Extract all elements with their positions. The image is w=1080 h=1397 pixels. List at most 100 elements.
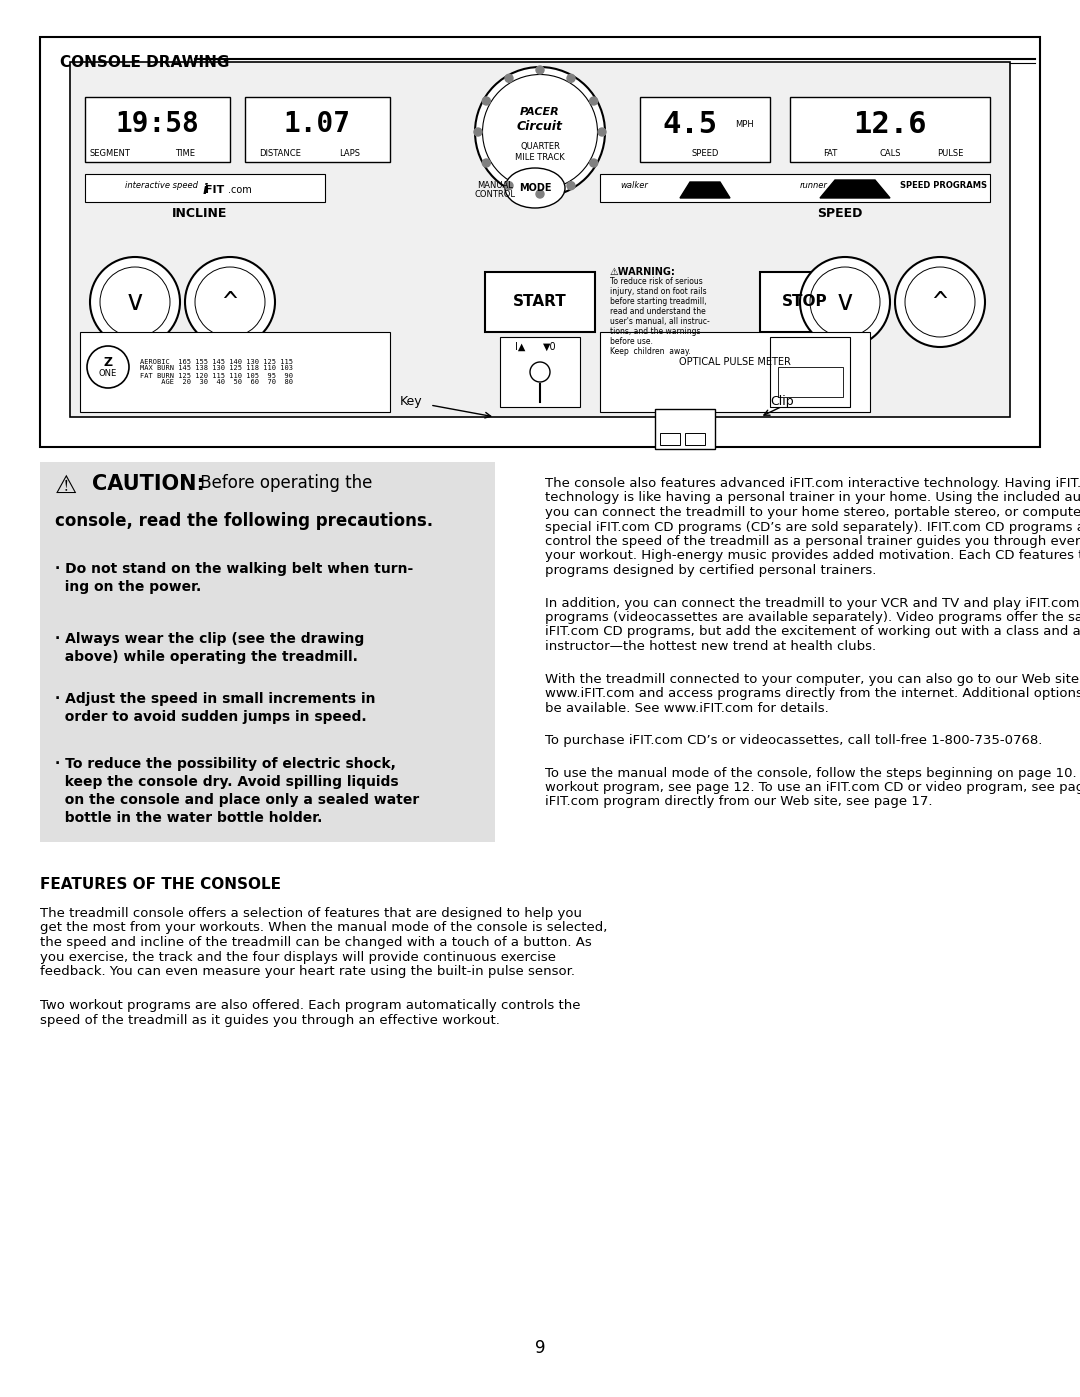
Ellipse shape <box>185 257 275 346</box>
Text: get the most from your workouts. When the manual mode of the console is selected: get the most from your workouts. When th… <box>40 922 607 935</box>
Text: on the console and place only a sealed water: on the console and place only a sealed w… <box>55 793 419 807</box>
Text: read and understand the: read and understand the <box>610 307 705 316</box>
Text: user's manual, all instruc-: user's manual, all instruc- <box>610 317 710 326</box>
Text: I▲: I▲ <box>515 342 525 352</box>
Bar <box>70 61 1010 416</box>
Text: be available. See www.iFIT.com for details.: be available. See www.iFIT.com for detai… <box>545 701 828 714</box>
Text: FIT: FIT <box>205 184 225 196</box>
Circle shape <box>536 190 544 198</box>
Text: ing on the power.: ing on the power. <box>55 580 201 594</box>
Circle shape <box>505 74 513 82</box>
Text: · Do not stand on the walking belt when turn-: · Do not stand on the walking belt when … <box>55 562 414 576</box>
Bar <box>778 367 843 397</box>
Text: 1.07: 1.07 <box>284 110 351 138</box>
Text: technology is like having a personal trainer in your home. Using the included au: technology is like having a personal tra… <box>545 492 1080 504</box>
Text: before use.: before use. <box>610 337 653 346</box>
Text: To use the manual mode of the console, follow the steps beginning on page 10. To: To use the manual mode of the console, f… <box>545 767 1080 780</box>
Text: feedback. You can even measure your heart rate using the built-in pulse sensor.: feedback. You can even measure your hear… <box>40 965 575 978</box>
Circle shape <box>505 182 513 190</box>
Text: v: v <box>837 288 853 316</box>
Circle shape <box>590 159 597 168</box>
Text: ⚠WARNING:: ⚠WARNING: <box>610 267 676 277</box>
Text: keep the console dry. Avoid spilling liquids: keep the console dry. Avoid spilling liq… <box>55 775 399 789</box>
Polygon shape <box>680 182 730 198</box>
Polygon shape <box>820 180 890 198</box>
Text: injury, stand on foot rails: injury, stand on foot rails <box>610 286 706 296</box>
Text: SPEED: SPEED <box>691 149 718 158</box>
Text: Z: Z <box>104 355 112 369</box>
Text: i: i <box>203 183 207 197</box>
Text: With the treadmill connected to your computer, you can also go to our Web site a: With the treadmill connected to your com… <box>545 672 1080 686</box>
Text: OPTICAL PULSE METER: OPTICAL PULSE METER <box>679 358 791 367</box>
Text: SPEED: SPEED <box>818 207 863 219</box>
Bar <box>685 433 705 446</box>
Text: AEROBIC  165 155 145 140 130 125 115
MAX BURN 145 138 130 125 118 110 103
FAT BU: AEROBIC 165 155 145 140 130 125 115 MAX … <box>140 359 293 386</box>
Text: bottle in the water bottle holder.: bottle in the water bottle holder. <box>55 812 322 826</box>
Text: 19:58: 19:58 <box>116 110 200 138</box>
Text: In addition, you can connect the treadmill to your VCR and TV and play iFIT.com : In addition, you can connect the treadmi… <box>545 597 1080 609</box>
Ellipse shape <box>195 267 265 337</box>
Text: ^: ^ <box>932 291 947 314</box>
Text: Clip: Clip <box>770 395 794 408</box>
Text: order to avoid sudden jumps in speed.: order to avoid sudden jumps in speed. <box>55 710 366 724</box>
Text: v: v <box>126 288 144 316</box>
Text: MPH: MPH <box>735 120 754 129</box>
Ellipse shape <box>90 257 180 346</box>
Circle shape <box>474 129 482 136</box>
Bar <box>600 175 990 203</box>
Text: iFIT.com CD programs, but add the excitement of working out with a class and an: iFIT.com CD programs, but add the excite… <box>545 626 1080 638</box>
Circle shape <box>483 159 490 168</box>
Bar <box>789 96 990 162</box>
Text: The treadmill console offers a selection of features that are designed to help y: The treadmill console offers a selection… <box>40 907 582 921</box>
Text: · Always wear the clip (see the drawing: · Always wear the clip (see the drawing <box>55 631 364 645</box>
Ellipse shape <box>100 267 170 337</box>
Text: workout program, see page 12. To use an iFIT.com CD or video program, see page 1: workout program, see page 12. To use an … <box>545 781 1080 793</box>
Text: PULSE: PULSE <box>936 149 963 158</box>
Text: · To reduce the possibility of electric shock,: · To reduce the possibility of electric … <box>55 757 396 771</box>
Circle shape <box>598 129 606 136</box>
Text: programs (videocassettes are available separately). Video programs offer the sam: programs (videocassettes are available s… <box>545 610 1080 624</box>
Text: 12.6: 12.6 <box>853 110 927 138</box>
Text: you exercise, the track and the four displays will provide continuous exercise: you exercise, the track and the four dis… <box>40 950 556 964</box>
Text: To reduce risk of serious: To reduce risk of serious <box>610 277 703 286</box>
Bar <box>40 36 1040 447</box>
Text: CAUTION:: CAUTION: <box>92 474 205 495</box>
Ellipse shape <box>800 257 890 346</box>
Text: www.iFIT.com and access programs directly from the internet. Additional options : www.iFIT.com and access programs directl… <box>545 687 1080 700</box>
Text: INCLINE: INCLINE <box>173 207 228 219</box>
Text: programs designed by certified personal trainers.: programs designed by certified personal … <box>545 564 876 577</box>
Circle shape <box>567 74 575 82</box>
Bar <box>660 433 680 446</box>
Text: ▼0: ▼0 <box>543 342 557 352</box>
Text: MODE: MODE <box>518 183 551 193</box>
Ellipse shape <box>505 168 565 208</box>
Text: START: START <box>513 295 567 310</box>
Text: .com: .com <box>228 184 252 196</box>
Text: Before operating the: Before operating the <box>195 474 373 492</box>
Ellipse shape <box>905 267 975 337</box>
Text: The console also features advanced iFIT.com interactive technology. Having iFIT.: The console also features advanced iFIT.… <box>545 476 1080 490</box>
Text: QUARTER: QUARTER <box>521 142 559 151</box>
Bar <box>600 332 870 412</box>
Ellipse shape <box>895 257 985 346</box>
Text: SEGMENT: SEGMENT <box>90 149 131 158</box>
Bar <box>760 272 850 332</box>
Text: MANUAL: MANUAL <box>477 182 513 190</box>
Text: CALS: CALS <box>879 149 901 158</box>
Text: runner: runner <box>800 182 828 190</box>
Text: walker: walker <box>620 182 648 190</box>
Bar <box>770 337 850 407</box>
Ellipse shape <box>810 267 880 337</box>
Text: Circuit: Circuit <box>517 120 563 134</box>
Text: you can connect the treadmill to your home stereo, portable stereo, or computer : you can connect the treadmill to your ho… <box>545 506 1080 520</box>
Text: iFIT.com program directly from our Web site, see page 17.: iFIT.com program directly from our Web s… <box>545 795 932 809</box>
Text: SPEED PROGRAMS: SPEED PROGRAMS <box>900 182 987 190</box>
Text: before starting treadmill,: before starting treadmill, <box>610 298 706 306</box>
Text: CONSOLE DRAWING: CONSOLE DRAWING <box>60 54 229 70</box>
Ellipse shape <box>475 67 605 197</box>
Text: 4.5: 4.5 <box>662 110 717 138</box>
Bar <box>245 96 390 162</box>
Text: 9: 9 <box>535 1338 545 1356</box>
Text: PACER: PACER <box>521 108 559 117</box>
Bar <box>654 409 715 448</box>
